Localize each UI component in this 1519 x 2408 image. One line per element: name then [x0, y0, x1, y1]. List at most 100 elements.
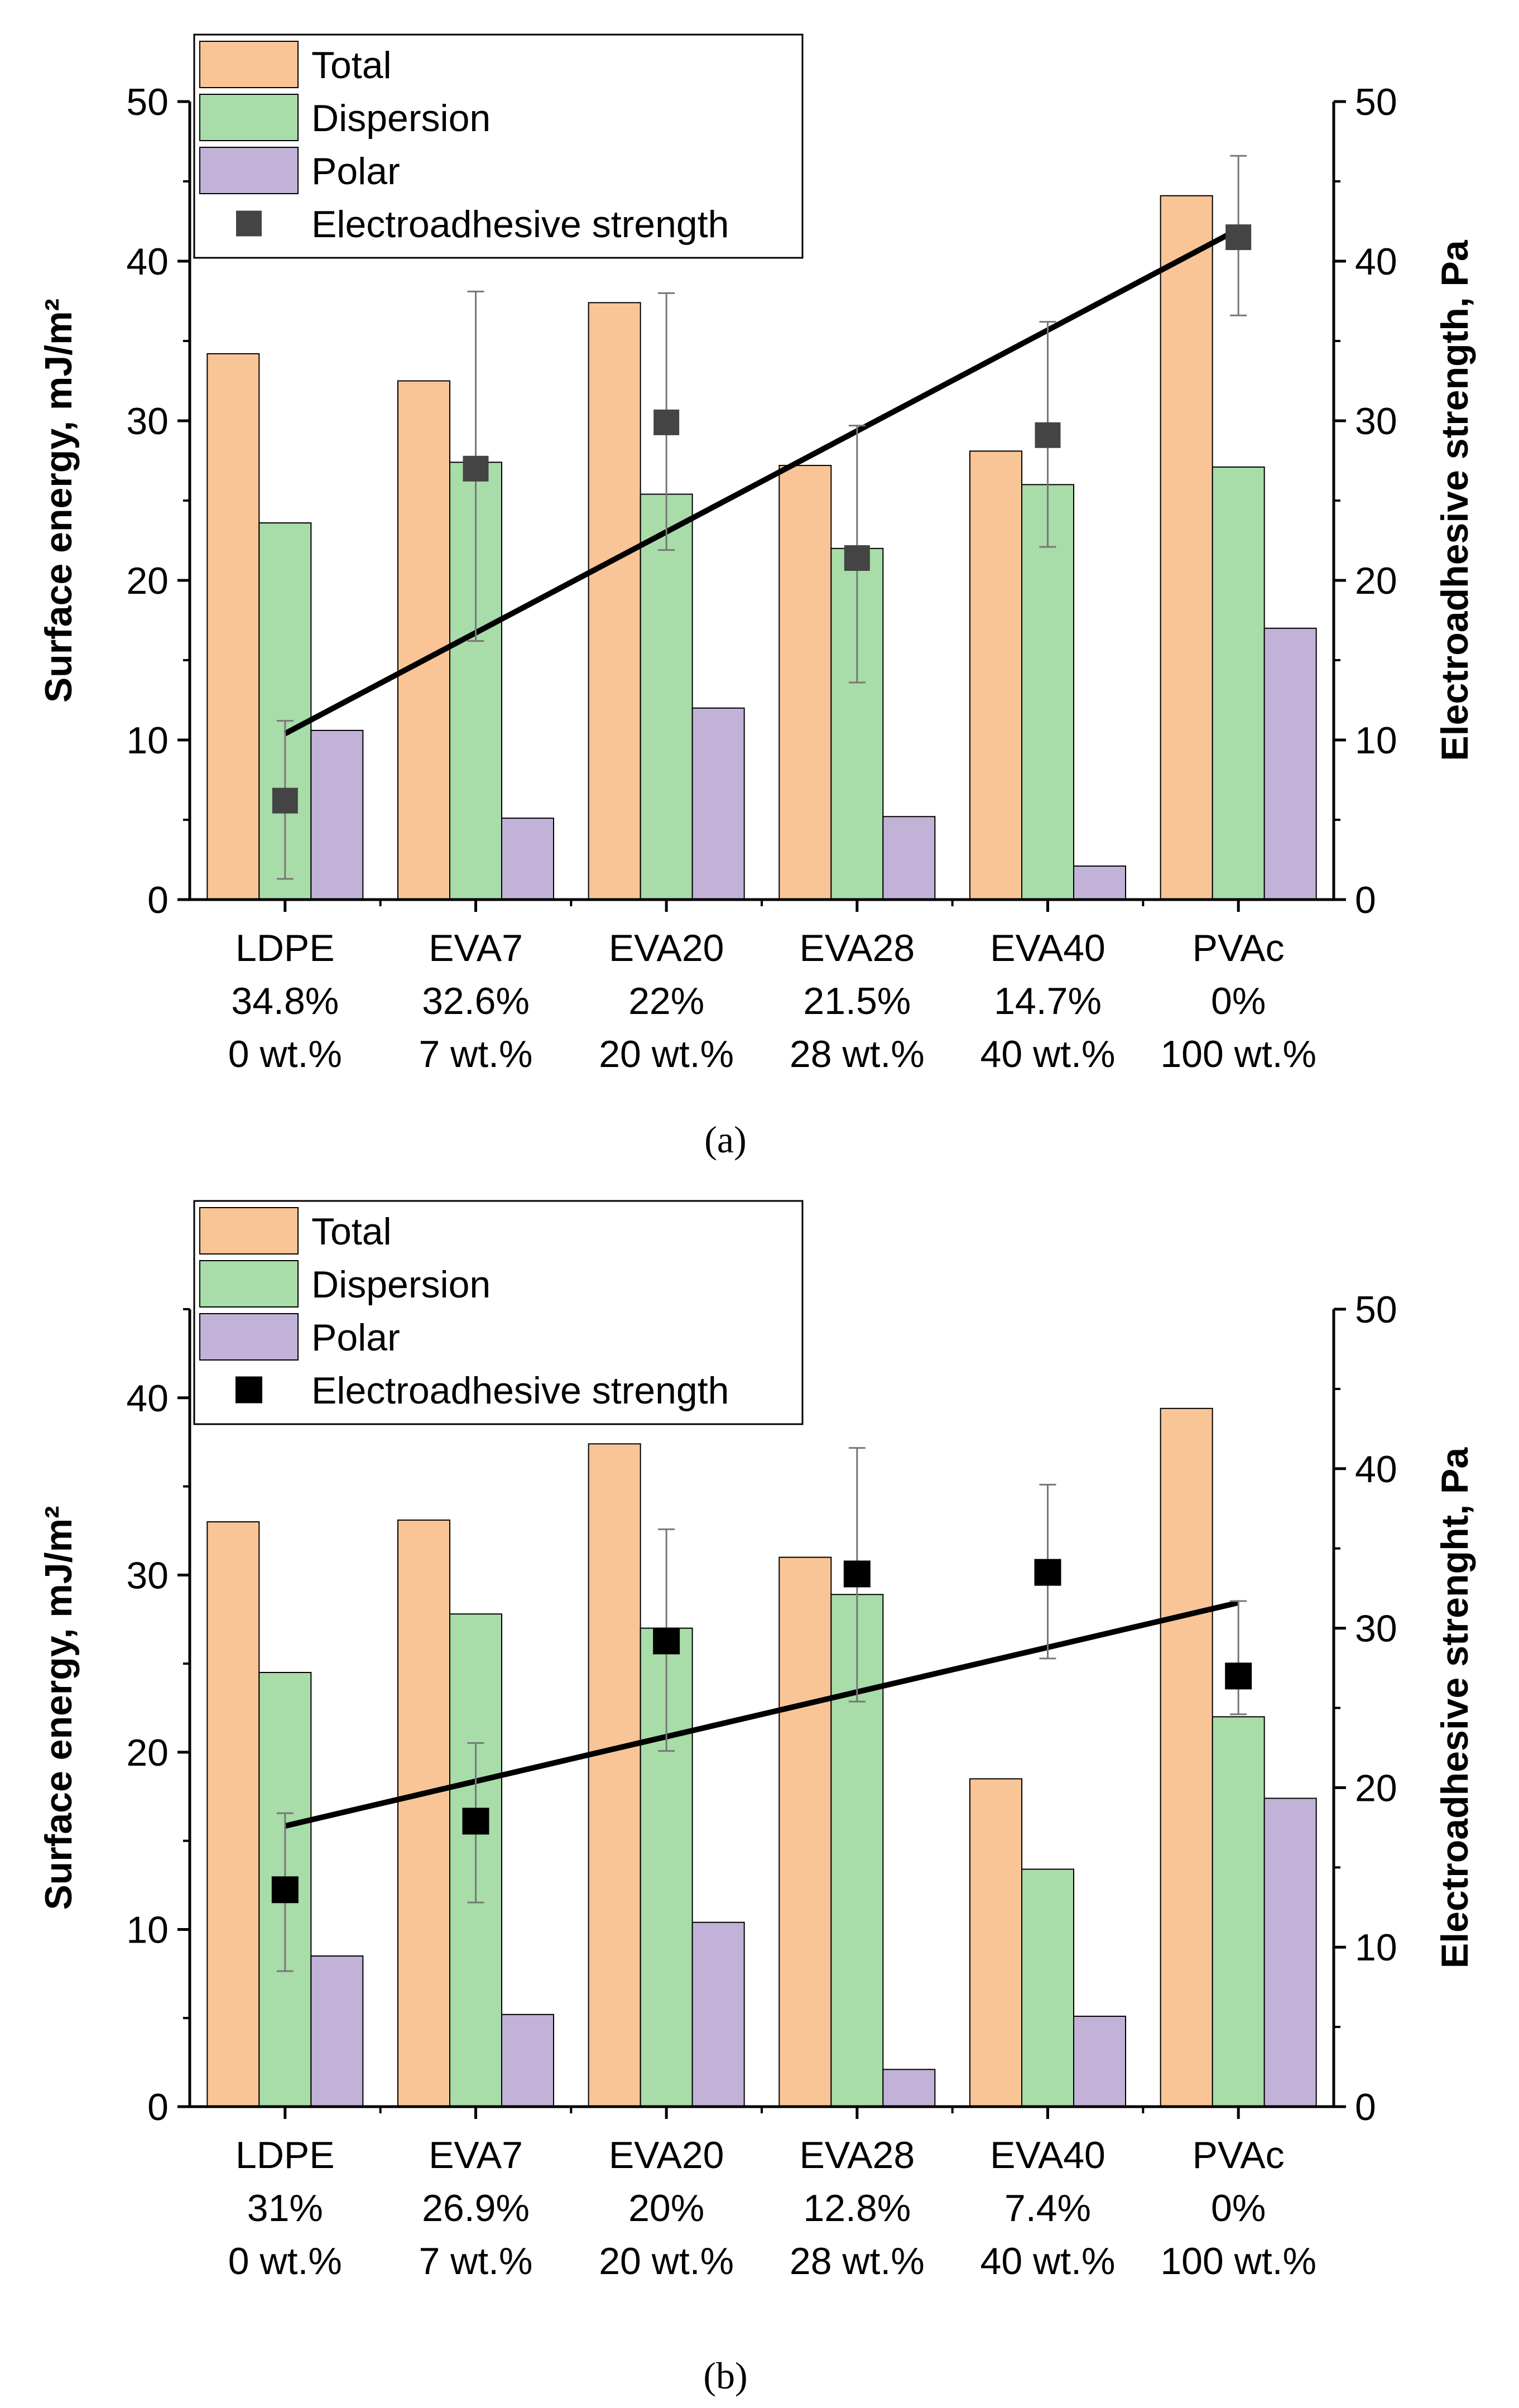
chart-caption: (a) [704, 1118, 746, 1161]
strength-point-eva20 [653, 409, 680, 435]
legend-label: Dispersion [311, 1263, 491, 1306]
x-tick-label: EVA20 [609, 927, 724, 969]
chart-b: 0 10 20 30 40 0 10 20 30 40 50 LDPE 31% 0 wt.% EVA7 26.… [37, 1200, 1476, 2397]
y2-tick-label: 50 [1355, 81, 1397, 123]
legend-marker [236, 210, 262, 237]
legend-label: Polar [311, 150, 400, 193]
y2-tick-label: 0 [1355, 2086, 1376, 2128]
bar-polar-eva20 [691, 1921, 745, 2107]
bar-dispersion-pvac [1212, 466, 1265, 900]
legend-swatch-polar [199, 1313, 299, 1361]
x-sublabel-pct: 7.4% [1004, 2187, 1091, 2229]
strength-point-eva28 [843, 1560, 871, 1588]
x-sublabel-wt: 7 wt.% [419, 2240, 532, 2282]
y2-tick-label: 40 [1355, 241, 1397, 283]
y-tick-label: 50 [126, 81, 169, 123]
strength-point-ldpe [272, 787, 298, 814]
x-tick-label: EVA20 [609, 2134, 724, 2176]
bar-total-eva40 [969, 450, 1022, 900]
y2-tick-label: 20 [1355, 1767, 1397, 1809]
bar-total-eva40 [969, 1778, 1022, 2107]
bar-polar-eva40 [1073, 865, 1126, 900]
bar-polar-eva7 [501, 818, 554, 901]
bar-dispersion-eva20 [640, 493, 693, 900]
x-sublabel-wt: 20 wt.% [599, 1033, 734, 1075]
y-tick-label: 20 [126, 1732, 169, 1774]
y2-tick-label: 20 [1355, 560, 1397, 602]
x-sublabel-wt: 0 wt.% [228, 2240, 342, 2282]
legend-swatch-dispersion [199, 1260, 299, 1308]
y-tick-label: 10 [126, 719, 169, 762]
legend-label: Polar [311, 1316, 400, 1359]
bar-total-eva20 [588, 1443, 641, 2108]
legend-swatch-total [199, 41, 299, 88]
legend-label: Electroadhesive strength [311, 1369, 729, 1412]
y-tick-label: 30 [126, 400, 169, 443]
strength-point-eva7 [463, 455, 489, 482]
x-sublabel-pct: 0% [1211, 980, 1266, 1022]
x-sublabel-pct: 26.9% [422, 2187, 530, 2229]
y2-axis-title: Electroadhesive strength, Pa [1434, 239, 1476, 761]
legend-label: Dispersion [311, 97, 491, 140]
x-tick-label: EVA7 [429, 2134, 523, 2176]
strength-point-eva28 [844, 545, 870, 571]
y-tick-label: 0 [147, 879, 169, 921]
x-tick-label: EVA7 [429, 927, 523, 969]
legend-swatch-dispersion [199, 94, 299, 141]
x-tick-label: EVA40 [990, 2134, 1105, 2176]
x-sublabel-pct: 22% [628, 980, 704, 1022]
bar-polar-ldpe [310, 729, 364, 900]
y-tick-label: 20 [126, 560, 169, 602]
bar-dispersion-eva40 [1021, 484, 1074, 900]
x-sublabel-pct: 20% [628, 2187, 704, 2229]
x-sublabel-wt: 100 wt.% [1160, 1033, 1316, 1075]
bar-dispersion-pvac [1212, 1716, 1265, 2107]
bar-polar-eva7 [501, 2013, 554, 2107]
trend-line [284, 1600, 1239, 1829]
legend-marker [235, 1376, 262, 1404]
x-tick-label: EVA28 [800, 927, 915, 969]
strength-point-eva40 [1034, 1559, 1061, 1586]
bar-total-pvac [1160, 195, 1213, 900]
x-sublabel-pct: 32.6% [422, 980, 530, 1022]
strength-point-pvac [1225, 224, 1252, 251]
bar-polar-pvac [1263, 627, 1317, 901]
bar-total-eva28 [778, 465, 832, 900]
x-tick-label: PVAc [1193, 2134, 1285, 2176]
x-sublabel-pct: 14.7% [994, 980, 1102, 1022]
strength-point-eva40 [1035, 422, 1061, 448]
y2-tick-label: 10 [1355, 719, 1397, 762]
x-sublabel-wt: 28 wt.% [790, 2240, 925, 2282]
x-sublabel-pct: 31% [247, 2187, 323, 2229]
bar-total-eva20 [588, 302, 641, 900]
legend-swatch-polar [199, 147, 299, 194]
bar-dispersion-eva40 [1021, 1868, 1074, 2108]
y-tick-label: 30 [126, 1554, 169, 1597]
bar-polar-eva28 [882, 816, 936, 901]
x-sublabel-wt: 20 wt.% [599, 2240, 734, 2282]
strength-point-ldpe [271, 1876, 299, 1904]
bar-total-eva28 [778, 1556, 832, 2108]
x-tick-label: EVA28 [800, 2134, 915, 2176]
strength-point-eva20 [653, 1627, 680, 1655]
y-tick-label: 0 [147, 2086, 169, 2128]
trend-line [283, 227, 1240, 736]
bar-total-ldpe [206, 1521, 260, 2107]
bar-total-ldpe [206, 353, 260, 900]
y2-tick-label: 10 [1355, 1926, 1397, 1969]
x-sublabel-pct: 12.8% [803, 2187, 911, 2229]
chart-caption: (b) [703, 2354, 747, 2397]
x-sublabel-pct: 21.5% [803, 980, 911, 1022]
x-tick-label: LDPE [235, 2134, 335, 2176]
x-sublabel-wt: 40 wt.% [980, 2240, 1116, 2282]
y-axis-title: Surface energy, mJ/m² [37, 1506, 80, 1910]
y-tick-label: 10 [126, 1909, 169, 1951]
x-sublabel-wt: 28 wt.% [790, 1033, 925, 1075]
x-sublabel-pct: 34.8% [231, 980, 339, 1022]
legend-swatch-total [199, 1207, 299, 1255]
x-sublabel-pct: 0% [1211, 2187, 1266, 2229]
y-axis-title: Surface energy, mJ/m² [37, 299, 80, 703]
bar-polar-eva40 [1073, 2016, 1126, 2107]
y2-tick-label: 50 [1355, 1289, 1397, 1331]
